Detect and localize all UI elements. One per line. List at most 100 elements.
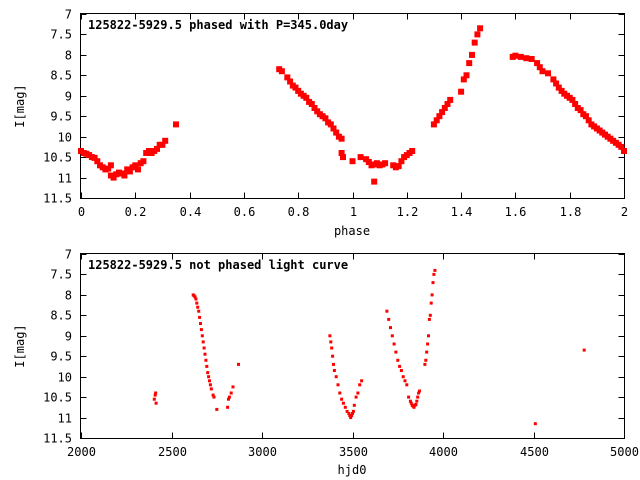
phased-data-point [539,68,546,75]
unphased-data-point [237,362,240,366]
unphased-y-tick-label: 11.5 [43,432,72,446]
unphased-y-tick-label: 10 [58,371,72,385]
unphased-data-point [341,401,345,405]
phased-y-tick-label: 10 [58,131,72,145]
unphased-data-point [409,401,413,405]
unphased-data-point [203,352,207,356]
unphased-data-point [354,395,358,399]
unphased-data-point [417,391,421,395]
unphased-data-point [350,414,354,417]
phased-data-point [536,64,543,71]
phased-data-point [555,84,562,91]
unphased-data-point [152,397,156,401]
phased-data-point [585,117,592,124]
phased-data-point [477,25,484,32]
unphased-y-tick-label: 9.5 [50,350,72,364]
unphased-data-point [394,350,398,354]
unphased-data-point [416,395,420,399]
phased-x-tick-label: 0 [78,205,85,219]
unphased-data-point [215,407,219,411]
unphased-y-tick-label: 7.5 [50,268,72,282]
phased-data-point [278,68,285,75]
unphased-data-point [227,395,231,399]
phased-data-point [517,53,524,60]
unphased-data-point [424,358,428,362]
phased-y-axis-label: I[mag] [13,84,27,127]
unphased-data-point [226,405,230,409]
unphased-data-point [332,362,335,366]
phased-data-point [284,74,291,81]
phased-data-point [121,172,128,179]
unphased-chart-title: 125822-5929.5 not phased light curve [88,258,348,272]
unphased-data-point [348,414,352,417]
unphased-data-point [356,391,360,395]
phased-data-point [140,158,147,165]
unphased-data-point [425,350,429,354]
unphased-x-tick-label: 4000 [429,445,458,459]
unphased-data-point [351,409,355,413]
unphased-x-axis: 2000 2500 3000 3500 4000 4500 5000 [67,253,639,459]
unphased-data-point [197,309,201,313]
phased-y-tick-label: 9.5 [50,110,72,124]
unphased-data-point [331,354,335,358]
phased-data-point [91,154,98,161]
phased-data-point [463,72,470,79]
unphased-data-point [330,346,334,350]
unphased-data-point [427,317,431,321]
unphased-data-point [414,403,418,406]
unphased-data-point [433,268,437,272]
phased-data-point [621,148,627,154]
unphased-data-point [198,315,202,319]
phased-data-point [322,115,329,122]
unphased-data-point [199,322,202,325]
phased-data-point [382,160,389,167]
phased-data-point [154,145,160,152]
unphased-data-point [429,301,433,305]
unphased-data-point [398,364,402,368]
unphased-data-point [334,375,338,379]
unphased-data-point [582,348,586,352]
phased-x-tick-label: 0.6 [234,205,256,219]
unphased-data-point [349,416,353,420]
unphased-data-point [390,334,394,338]
unphased-data-point [332,369,336,372]
phased-y-tick-label: 11.5 [43,192,72,206]
unphased-data-point [196,305,200,309]
phased-data-point [550,76,557,83]
unphased-data-point [396,358,400,362]
unphased-data-point [352,403,356,407]
phased-data-point [430,121,437,128]
unphased-x-tick-label: 2500 [158,445,187,459]
unphased-plot-frame [80,253,625,439]
unphased-y-tick-label: 10.5 [43,391,72,405]
unphased-data-point [418,389,421,393]
unphased-data-point [423,362,427,366]
unphased-data-point [194,297,198,301]
unphased-data-point [408,399,412,403]
phased-data-point [577,107,584,114]
unphased-light-curve-panel: 2000 2500 3000 3500 4000 4500 5000 7 7.5 8 8.5 9 9.… [13,248,639,478]
phased-data-point [330,125,337,132]
phased-data-point [338,135,345,142]
phased-plot-frame [80,13,625,199]
phased-data-point [469,51,475,58]
phased-data-point [357,154,364,161]
phased-data-point [365,159,372,165]
unphased-data-point [231,385,235,389]
phased-x-tick-label: 1.4 [451,205,473,219]
unphased-data-point [227,397,230,401]
phased-data-point [105,165,112,172]
phased-data-point [512,52,519,59]
phased-data-point [545,70,551,77]
phased-data-point [528,56,535,62]
unphased-data-point [211,393,215,397]
phased-data-point [569,96,576,103]
phased-series [78,25,627,185]
unphased-data-point [328,334,332,338]
unphased-data-point [205,364,209,368]
unphased-data-point [428,313,432,317]
phased-data-point [436,113,443,120]
phased-data-point [132,162,139,169]
unphased-x-tick-label: 3500 [339,445,368,459]
unphased-data-point [154,391,158,395]
